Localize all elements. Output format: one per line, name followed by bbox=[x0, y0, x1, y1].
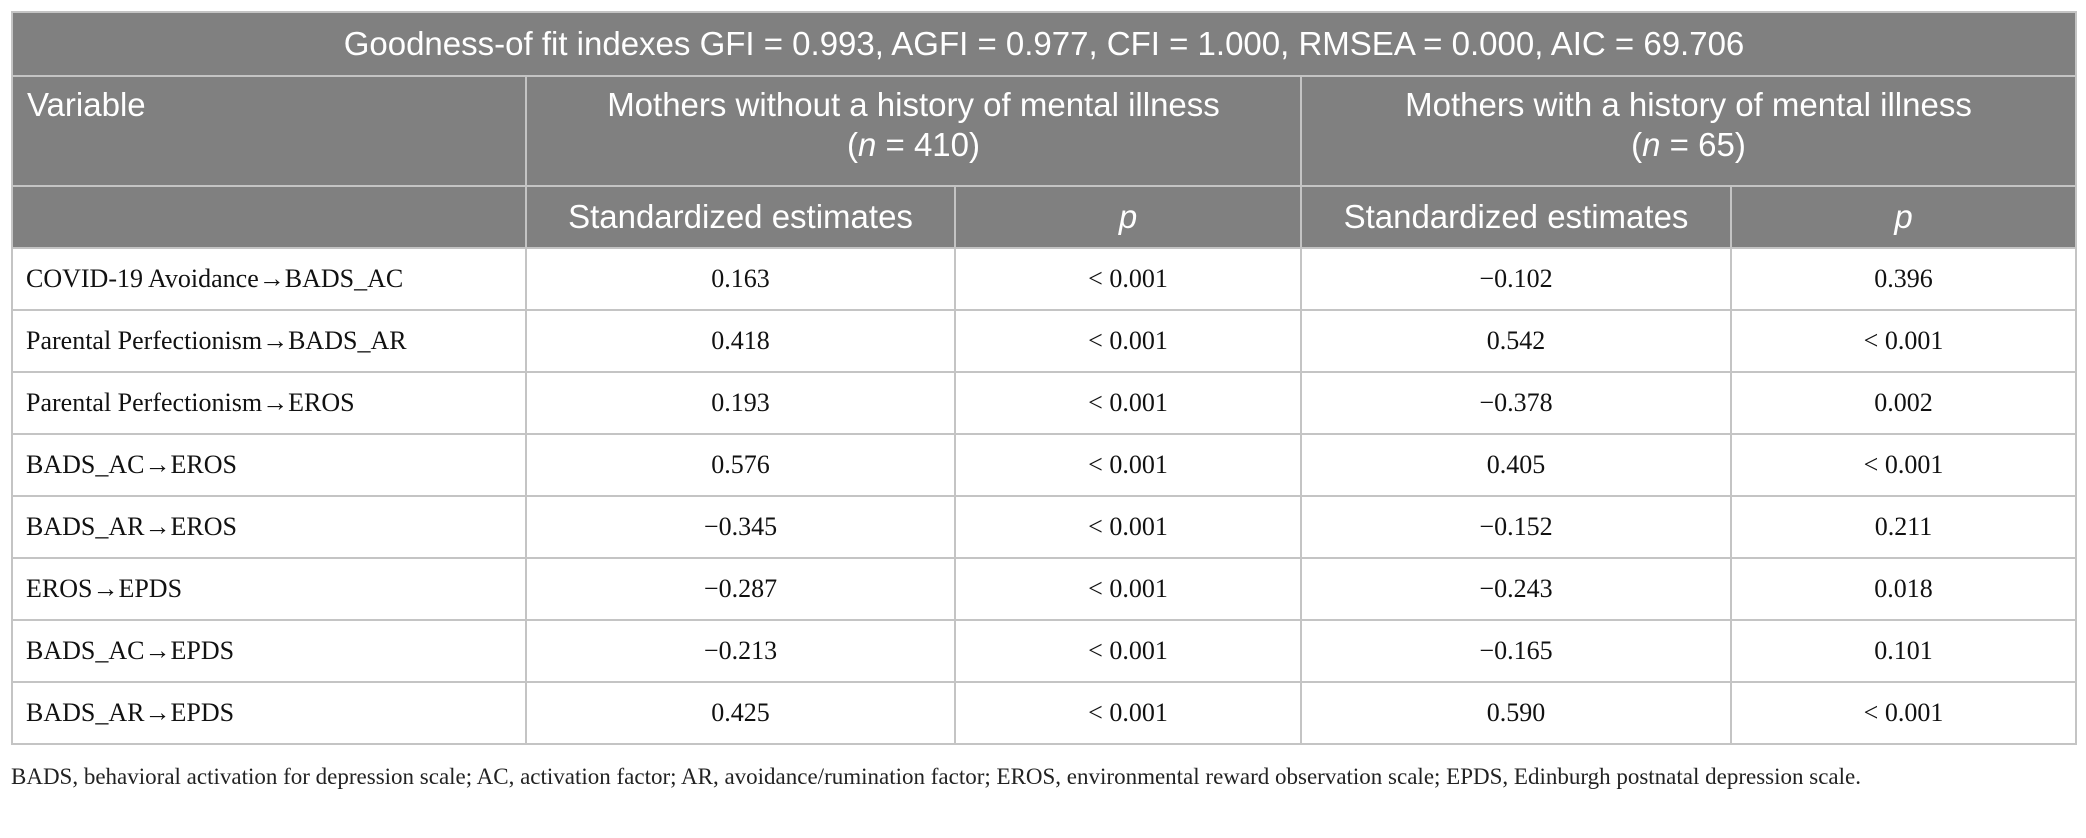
value-cell: 0.576 bbox=[525, 433, 956, 497]
group-n: n bbox=[857, 126, 877, 163]
value-cell: < 0.001 bbox=[954, 681, 1302, 745]
table-row: BADS_AR→EROS −0.345 < 0.001 −0.152 0.211 bbox=[11, 495, 2077, 559]
variable-cell: Parental Perfectionism→EROS bbox=[11, 371, 527, 435]
group-n: = 410) bbox=[876, 126, 981, 163]
results-table: Goodness-of fit indexes GFI = 0.993, AGF… bbox=[11, 11, 2077, 745]
value-cell: 0.405 bbox=[1300, 433, 1732, 497]
variable-cell: Parental Perfectionism→BADS_AR bbox=[11, 309, 527, 373]
value-cell: −0.165 bbox=[1300, 619, 1732, 683]
sub-header: Standardized estimates bbox=[1300, 185, 1732, 249]
value-cell: −0.287 bbox=[525, 557, 956, 621]
value-cell: < 0.001 bbox=[1730, 309, 2077, 373]
value-cell: −0.213 bbox=[525, 619, 956, 683]
table-row: COVID-19 Avoidance→BADS_AC 0.163 < 0.001 −0… bbox=[11, 247, 2077, 311]
table-row: BADS_AR→EPDS 0.425 < 0.001 0.590 < 0.001 bbox=[11, 681, 2077, 745]
sub-header: p bbox=[954, 185, 1302, 249]
value-cell: −0.243 bbox=[1300, 557, 1732, 621]
value-cell: 0.211 bbox=[1730, 495, 2077, 559]
group-label: Mothers with a history of mental illness bbox=[1405, 86, 1972, 123]
variable-cell: BADS_AC→EPDS bbox=[11, 619, 527, 683]
group-n: ( bbox=[1631, 126, 1643, 163]
table-row: EROS→EPDS −0.287 < 0.001 −0.243 0.018 bbox=[11, 557, 2077, 621]
value-cell: < 0.001 bbox=[1730, 681, 2077, 745]
sub-header: Standardized estimates bbox=[525, 185, 956, 249]
value-cell: 0.002 bbox=[1730, 371, 2077, 435]
table-row: BADS_AC→EROS 0.576 < 0.001 0.405 < 0.001 bbox=[11, 433, 2077, 497]
value-cell: < 0.001 bbox=[954, 433, 1302, 497]
value-cell: < 0.001 bbox=[954, 495, 1302, 559]
value-cell: 0.418 bbox=[525, 309, 956, 373]
variable-cell: BADS_AC→EROS bbox=[11, 433, 527, 497]
table-title: Goodness-of fit indexes GFI = 0.993, AGF… bbox=[11, 11, 2077, 77]
value-cell: 0.193 bbox=[525, 371, 956, 435]
group-header: Mothers with a history of mental illness… bbox=[1300, 75, 2077, 187]
variable-cell: EROS→EPDS bbox=[11, 557, 527, 621]
sub-header-text: p bbox=[1894, 198, 1913, 235]
value-cell: < 0.001 bbox=[954, 247, 1302, 311]
footnote: BADS, behavioral activation for depressi… bbox=[11, 764, 1861, 789]
value-cell: < 0.001 bbox=[1730, 433, 2077, 497]
group-label: Mothers without a history of mental illn… bbox=[607, 86, 1220, 123]
value-cell: < 0.001 bbox=[954, 371, 1302, 435]
variable-header: Variable bbox=[11, 75, 527, 187]
value-cell: 0.101 bbox=[1730, 619, 2077, 683]
sub-header: p bbox=[1730, 185, 2077, 249]
table-row: Parental Perfectionism→BADS_AR 0.418 < 0.0… bbox=[11, 309, 2077, 373]
table-row: Parental Perfectionism→EROS 0.193 < 0.001−… bbox=[11, 371, 2077, 435]
group-n: = 65) bbox=[1660, 126, 1746, 163]
variable-cell: BADS_AR→EPDS bbox=[11, 681, 527, 745]
group-n: ( bbox=[846, 126, 858, 163]
table-wrap: Goodness-of fit indexes GFI = 0.993, AGF… bbox=[11, 11, 2077, 745]
value-cell: 0.542 bbox=[1300, 309, 1732, 373]
value-cell: 0.590 bbox=[1300, 681, 1732, 745]
sub-header-text: p bbox=[1118, 198, 1138, 235]
variable-cell: COVID-19 Avoidance→BADS_AC bbox=[11, 247, 527, 311]
value-cell: −0.378 bbox=[1300, 371, 1732, 435]
table-row: BADS_AC→EPDS −0.213 < 0.001 −0.165 0.101 bbox=[11, 619, 2077, 683]
value-cell: −0.102 bbox=[1300, 247, 1732, 311]
value-cell: 0.425 bbox=[525, 681, 956, 745]
table-body: COVID-19 Avoidance→BADS_AC 0.163 < 0.001 −0… bbox=[11, 247, 2077, 745]
group-header: Mothers without a history of mental illn… bbox=[525, 75, 1302, 187]
variable-cell: BADS_AR→EROS bbox=[11, 495, 527, 559]
value-cell: < 0.001 bbox=[954, 619, 1302, 683]
value-cell: −0.345 bbox=[525, 495, 956, 559]
group-n: n bbox=[1642, 126, 1661, 163]
value-cell: < 0.001 bbox=[954, 557, 1302, 621]
value-cell: < 0.001 bbox=[954, 309, 1302, 373]
value-cell: −0.152 bbox=[1300, 495, 1732, 559]
value-cell: 0.018 bbox=[1730, 557, 2077, 621]
empty-header bbox=[11, 185, 527, 249]
value-cell: 0.396 bbox=[1730, 247, 2077, 311]
value-cell: 0.163 bbox=[525, 247, 956, 311]
